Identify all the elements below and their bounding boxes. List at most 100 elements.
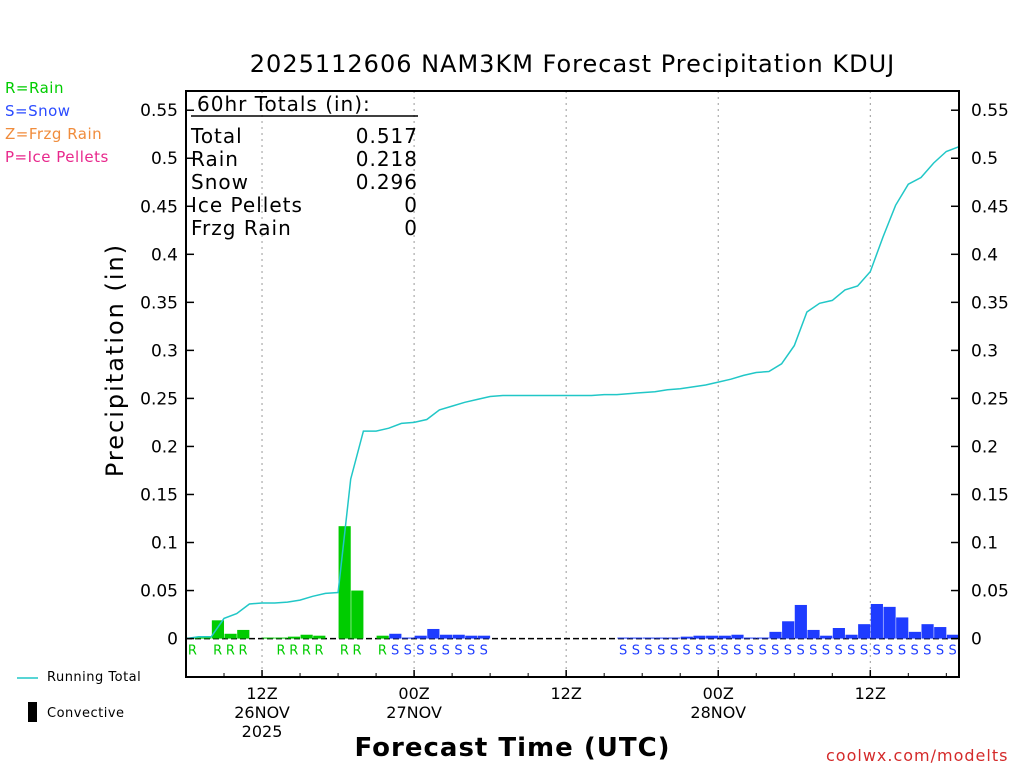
- ptype-snow-label: S: [695, 644, 703, 659]
- legend-snow: S=Snow: [5, 102, 71, 120]
- x-tick-label: 27NOV: [386, 703, 442, 722]
- ptype-snow-label: S: [898, 644, 906, 659]
- snow-bar: [465, 635, 478, 639]
- snow-bar: [807, 629, 820, 639]
- rain-bar: [211, 620, 225, 639]
- convective-legend-icon: [28, 702, 37, 722]
- snow-bar: [896, 617, 909, 639]
- rain-bar: [351, 590, 364, 639]
- ptype-snow-label: S: [416, 644, 424, 659]
- ptype-rain-label: R: [188, 644, 197, 659]
- snow-bar: [756, 637, 769, 639]
- ptype-rain-label: R: [340, 644, 349, 659]
- x-tick-label: 12Z: [550, 684, 581, 703]
- snow-bar: [794, 604, 807, 639]
- x-tick-label: 00Z: [398, 684, 429, 703]
- ptype-rain-label: R: [277, 644, 286, 659]
- ptype-snow-label: S: [860, 644, 868, 659]
- rain-bar: [287, 636, 301, 639]
- totals-row-label: Snow: [191, 170, 249, 194]
- x-tick-label: 00Z: [703, 684, 734, 703]
- y-tick-label-right: 0.3: [971, 341, 998, 361]
- x-tick-label: 2025: [242, 722, 283, 741]
- ptype-snow-label: S: [822, 644, 830, 659]
- x-tick-label: 26NOV: [234, 703, 290, 722]
- snow-bar: [908, 631, 921, 639]
- ptype-snow-label: S: [644, 644, 652, 659]
- x-tick-label: 28NOV: [690, 703, 746, 722]
- ptype-snow-label: S: [467, 644, 475, 659]
- snow-bar: [617, 637, 630, 639]
- convective-legend-label: Convective: [47, 706, 125, 721]
- legend-ice-pellets-label: P=Ice Pellets: [5, 148, 109, 166]
- snow-bar: [744, 637, 757, 639]
- snow-bar: [731, 634, 744, 639]
- ptype-rain-label: R: [353, 644, 362, 659]
- totals-row-value: 0: [404, 193, 418, 217]
- y-tick-label-right: 0.45: [971, 197, 1009, 217]
- y-tick-label-right: 0.5: [971, 149, 998, 169]
- y-tick-label-right: 0.1: [971, 534, 998, 554]
- y-tick-label: 0.05: [140, 582, 178, 602]
- legend-ice-pellets: P=Ice Pellets: [5, 148, 109, 166]
- ptype-rain-label: R: [289, 644, 298, 659]
- snow-bar: [693, 635, 706, 639]
- y-tick-label-right: 0.55: [971, 101, 1009, 121]
- rain-bar: [224, 633, 237, 639]
- y-tick-label-right: 0.05: [971, 582, 1009, 602]
- ptype-rain-label: R: [226, 644, 235, 659]
- totals-row-value: 0: [404, 216, 418, 240]
- snow-bar: [934, 627, 947, 639]
- snow-bar: [870, 603, 883, 639]
- y-tick-label: 0: [167, 630, 178, 650]
- running-total-legend-label: Running Total: [47, 670, 142, 685]
- y-axis-label: Precipitation (in): [101, 243, 129, 477]
- x-axis-label: Forecast Time (UTC): [354, 733, 671, 763]
- totals-row-value: 0.218: [356, 147, 418, 171]
- ptype-snow-label: S: [885, 644, 893, 659]
- y-tick-label-right: 0: [971, 630, 982, 650]
- legend-rain: R=Rain: [5, 79, 64, 97]
- snow-bar: [832, 628, 845, 639]
- ptype-snow-label: S: [657, 644, 665, 659]
- ptype-snow-label: S: [733, 644, 741, 659]
- ptype-snow-label: S: [936, 644, 944, 659]
- snow-bar: [668, 637, 681, 639]
- totals-row-label: Rain: [191, 147, 239, 171]
- ptype-snow-label: S: [670, 644, 678, 659]
- ptype-snow-label: S: [619, 644, 627, 659]
- snow-bar: [452, 634, 465, 639]
- snow-bar: [706, 635, 719, 639]
- legend-snow-label: S=Snow: [5, 102, 71, 120]
- ptype-snow-label: S: [784, 644, 792, 659]
- x-tick-label: 12Z: [246, 684, 277, 703]
- totals-row-label: Total: [190, 124, 243, 148]
- snow-bar: [718, 635, 731, 639]
- totals-row-label: Frzg Rain: [191, 216, 292, 240]
- ptype-snow-label: S: [949, 644, 957, 659]
- ptype-snow-label: S: [911, 644, 919, 659]
- chart-title: 2025112606 NAM3KM Forecast Precipitation…: [249, 50, 896, 78]
- ptype-snow-label: S: [429, 644, 437, 659]
- ptype-snow-label: S: [834, 644, 842, 659]
- ptype-snow-label: S: [847, 644, 855, 659]
- y-tick-label-right: 0.35: [971, 293, 1009, 313]
- snow-bar: [946, 634, 959, 639]
- ptype-snow-label: S: [796, 644, 804, 659]
- plot-frame: [185, 90, 960, 678]
- ptype-snow-label: S: [771, 644, 779, 659]
- totals-row-value: 0.296: [356, 170, 418, 194]
- snow-bar: [439, 634, 453, 639]
- ptype-rain-label: R: [315, 644, 324, 659]
- snow-bar: [427, 628, 440, 639]
- ptype-snow-label: S: [872, 644, 880, 659]
- y-tick-label: 0.15: [140, 485, 178, 505]
- ptype-rain-label: R: [213, 644, 222, 659]
- ptype-rain-label: R: [378, 644, 387, 659]
- snow-bar: [820, 635, 833, 639]
- y-tick-label: 0.4: [151, 245, 178, 265]
- rain-bar: [237, 629, 250, 639]
- totals-header: 60hr Totals (in):: [197, 92, 371, 116]
- y-tick-label: 0.5: [151, 149, 178, 169]
- legend-frzg-rain: Z=Frzg Rain: [5, 125, 102, 143]
